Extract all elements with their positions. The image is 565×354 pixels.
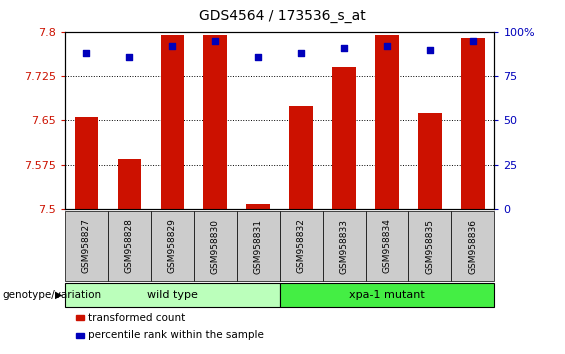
- Point: [297, 50, 306, 56]
- Bar: [332, 67, 356, 209]
- Text: percentile rank within the sample: percentile rank within the sample: [88, 330, 264, 340]
- Text: wild type: wild type: [147, 290, 198, 300]
- Text: GSM958835: GSM958835: [425, 218, 434, 274]
- Text: GSM958832: GSM958832: [297, 218, 306, 274]
- Text: GSM958827: GSM958827: [82, 218, 91, 274]
- Point: [383, 43, 392, 49]
- Text: GDS4564 / 173536_s_at: GDS4564 / 173536_s_at: [199, 9, 366, 23]
- Bar: [461, 38, 485, 209]
- Text: GSM958829: GSM958829: [168, 218, 177, 274]
- Bar: [75, 118, 98, 209]
- Bar: [289, 105, 313, 209]
- Point: [468, 38, 477, 44]
- Point: [82, 50, 91, 56]
- Text: GSM958828: GSM958828: [125, 218, 134, 274]
- Bar: [160, 35, 184, 209]
- Point: [168, 43, 177, 49]
- Bar: [118, 159, 141, 209]
- Point: [425, 47, 434, 52]
- Text: transformed count: transformed count: [88, 313, 185, 322]
- Text: xpa-1 mutant: xpa-1 mutant: [349, 290, 425, 300]
- Bar: [418, 113, 442, 209]
- Text: genotype/variation: genotype/variation: [3, 290, 102, 300]
- Text: GSM958833: GSM958833: [340, 218, 349, 274]
- Point: [211, 38, 220, 44]
- Text: ▶: ▶: [55, 290, 62, 300]
- Bar: [375, 35, 399, 209]
- Text: GSM958831: GSM958831: [254, 218, 263, 274]
- Text: GSM958836: GSM958836: [468, 218, 477, 274]
- Point: [254, 54, 263, 59]
- Text: GSM958834: GSM958834: [383, 218, 392, 274]
- Point: [125, 54, 134, 59]
- Point: [340, 45, 349, 51]
- Bar: [203, 35, 227, 209]
- Bar: [246, 204, 270, 209]
- Text: GSM958830: GSM958830: [211, 218, 220, 274]
